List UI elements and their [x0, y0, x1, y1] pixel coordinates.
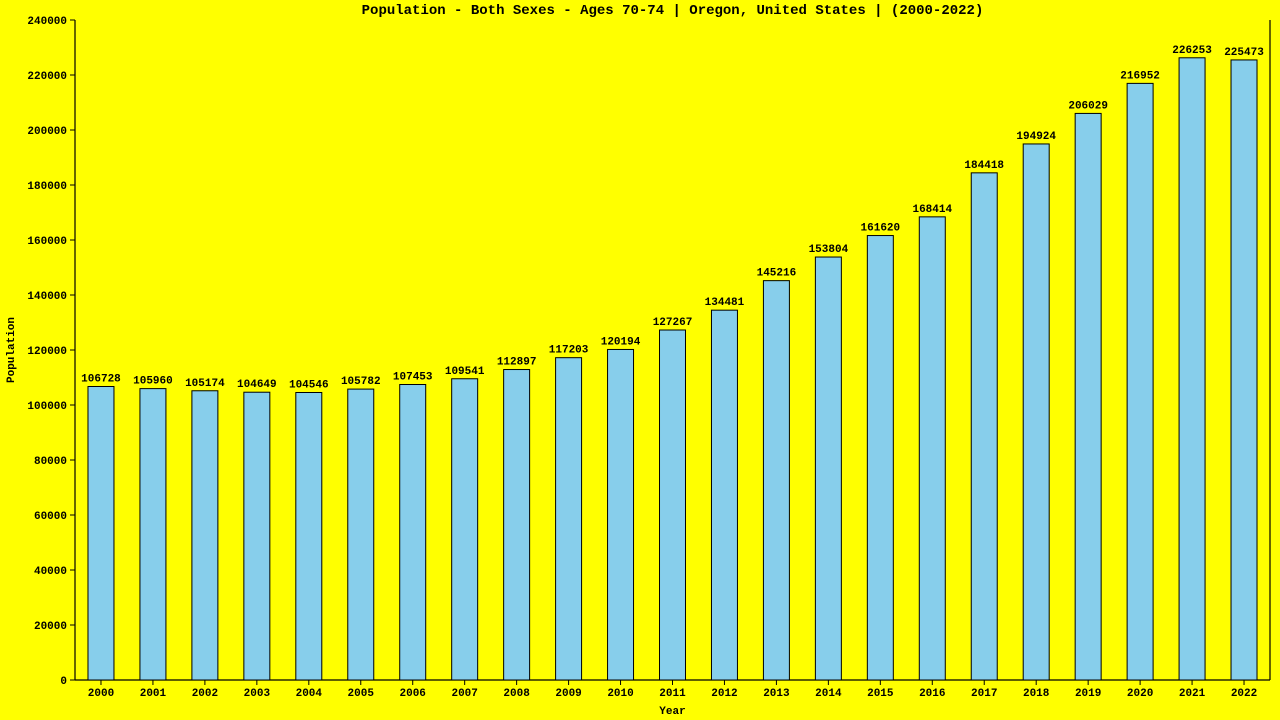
bar [400, 385, 426, 680]
x-tick-label: 2008 [503, 688, 530, 700]
bar-value-label: 194924 [1016, 131, 1056, 143]
x-tick-label: 2005 [348, 688, 375, 700]
bar-value-label: 161620 [861, 223, 901, 235]
bar [711, 310, 737, 680]
bar-value-label: 117203 [549, 345, 589, 357]
x-tick-label: 2014 [815, 688, 842, 700]
y-tick-label: 160000 [27, 236, 67, 248]
y-tick-label: 200000 [27, 126, 67, 138]
x-tick-label: 2010 [607, 688, 633, 700]
y-tick-label: 20000 [34, 621, 67, 633]
x-tick-label: 2012 [711, 688, 737, 700]
bar-value-label: 105960 [133, 376, 173, 388]
bar [1023, 144, 1049, 680]
bar [244, 392, 270, 680]
y-axis-label: Population [6, 317, 18, 383]
bar-value-label: 105782 [341, 376, 381, 388]
x-tick-label: 2002 [192, 688, 218, 700]
x-tick-label: 2015 [867, 688, 894, 700]
x-tick-label: 2019 [1075, 688, 1101, 700]
y-tick-label: 0 [60, 676, 67, 688]
x-tick-label: 2021 [1179, 688, 1206, 700]
y-tick-label: 40000 [34, 566, 67, 578]
bar-value-label: 216952 [1120, 70, 1160, 82]
bar-value-label: 105174 [185, 378, 225, 390]
x-axis-label: Year [659, 706, 685, 718]
x-tick-label: 2004 [296, 688, 323, 700]
bar [348, 389, 374, 680]
bar [296, 392, 322, 680]
x-tick-label: 2003 [244, 688, 271, 700]
bar-value-label: 107453 [393, 372, 433, 384]
population-bar-chart: Population - Both Sexes - Ages 70-74 | O… [0, 0, 1280, 720]
bar-value-label: 120194 [601, 336, 641, 348]
bar [1075, 113, 1101, 680]
bar [1179, 58, 1205, 680]
bar [763, 281, 789, 680]
bar [815, 257, 841, 680]
bar [867, 236, 893, 680]
bar-value-label: 206029 [1068, 100, 1108, 112]
x-tick-label: 2022 [1231, 688, 1257, 700]
x-tick-label: 2007 [451, 688, 477, 700]
bar-value-label: 104649 [237, 379, 277, 391]
x-tick-label: 2013 [763, 688, 790, 700]
y-tick-label: 120000 [27, 346, 67, 358]
y-tick-label: 240000 [27, 16, 67, 28]
bar-value-label: 153804 [809, 244, 849, 256]
bar [660, 330, 686, 680]
bar [919, 217, 945, 680]
bar-value-label: 106728 [81, 373, 121, 385]
bar [88, 386, 114, 680]
y-tick-label: 80000 [34, 456, 67, 468]
bar-value-label: 134481 [705, 297, 745, 309]
x-tick-label: 2018 [1023, 688, 1050, 700]
bar [556, 358, 582, 680]
bar [452, 379, 478, 680]
y-tick-label: 100000 [27, 401, 67, 413]
bar [971, 173, 997, 680]
x-tick-label: 2017 [971, 688, 997, 700]
x-tick-label: 2011 [659, 688, 686, 700]
bar [140, 389, 166, 680]
y-tick-label: 140000 [27, 291, 67, 303]
x-tick-label: 2006 [400, 688, 426, 700]
bar-value-label: 184418 [964, 160, 1004, 172]
bar-value-label: 145216 [757, 268, 797, 280]
bar [504, 370, 530, 680]
y-tick-label: 220000 [27, 71, 67, 83]
bar-value-label: 225473 [1224, 47, 1264, 59]
bar-value-label: 226253 [1172, 45, 1212, 57]
bar [1127, 83, 1153, 680]
bar-value-label: 109541 [445, 366, 485, 378]
bar-value-label: 127267 [653, 317, 693, 329]
bar-value-label: 104546 [289, 379, 329, 391]
bar [1231, 60, 1257, 680]
chart-title: Population - Both Sexes - Ages 70-74 | O… [362, 3, 984, 19]
x-tick-label: 2001 [140, 688, 167, 700]
x-tick-label: 2020 [1127, 688, 1153, 700]
bar-value-label: 112897 [497, 357, 537, 369]
x-tick-label: 2000 [88, 688, 114, 700]
x-tick-label: 2016 [919, 688, 945, 700]
y-tick-label: 180000 [27, 181, 67, 193]
bar [192, 391, 218, 680]
y-tick-label: 60000 [34, 511, 67, 523]
bar-value-label: 168414 [912, 204, 952, 216]
x-tick-label: 2009 [555, 688, 581, 700]
bar [608, 349, 634, 680]
